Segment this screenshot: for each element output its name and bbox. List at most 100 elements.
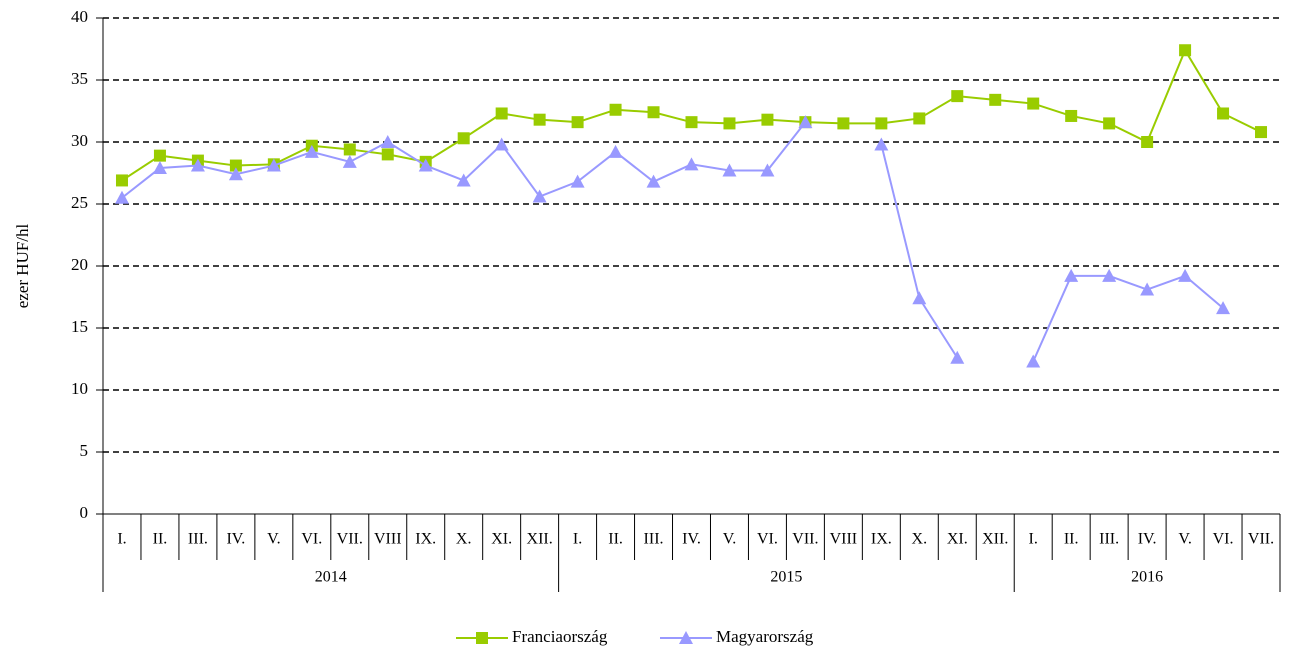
marker (875, 117, 888, 130)
x-tick-label: VIII (374, 531, 402, 548)
marker (190, 158, 205, 172)
marker (342, 154, 357, 168)
legend-label: Magyarország (716, 627, 814, 646)
x-tick-label: IV. (682, 531, 701, 548)
x-tick-label: X. (912, 531, 928, 548)
x-tick-label: VIII (830, 531, 858, 548)
x-tick-label: IV. (1138, 531, 1157, 548)
x-tick-label: I. (117, 531, 126, 548)
y-axis-label: ezer HUF/hl (13, 223, 32, 308)
x-tick-label: XI. (491, 531, 512, 548)
marker (115, 174, 128, 187)
marker (304, 144, 319, 158)
marker (1102, 268, 1117, 282)
marker (1026, 354, 1041, 368)
x-tick-label: IX. (871, 531, 892, 548)
x-tick-label: I. (573, 531, 582, 548)
marker (381, 148, 394, 161)
marker (494, 137, 509, 151)
y-tick-label: 30 (71, 131, 88, 150)
x-tick-label: III. (644, 531, 664, 548)
marker (608, 144, 623, 158)
marker (495, 107, 508, 120)
marker (646, 174, 661, 188)
marker (1141, 136, 1154, 148)
marker (571, 116, 584, 129)
x-tick-label: V. (267, 531, 281, 548)
x-tick-label: XI. (947, 531, 968, 548)
marker (912, 291, 927, 305)
marker (609, 103, 622, 116)
marker (760, 163, 775, 177)
x-tick-label: VI. (757, 531, 778, 548)
y-tick-label: 5 (80, 441, 89, 460)
x-tick-label: VII. (337, 531, 363, 548)
x-tick-label: XII. (527, 531, 553, 548)
marker (1140, 282, 1155, 296)
x-tick-label: III. (188, 531, 208, 548)
marker (1178, 268, 1193, 282)
x-tick-label: X. (456, 531, 472, 548)
marker (1065, 109, 1078, 122)
marker (153, 149, 166, 162)
y-tick-label: 35 (71, 69, 88, 88)
marker (533, 113, 546, 126)
marker (1064, 268, 1079, 282)
marker (418, 158, 433, 172)
marker (950, 350, 965, 364)
marker (1217, 107, 1230, 120)
marker (684, 157, 699, 171)
marker (722, 163, 737, 177)
marker (913, 112, 926, 125)
group-label: 2015 (770, 569, 802, 586)
x-tick-label: IV. (226, 531, 245, 548)
marker (685, 116, 698, 129)
marker (837, 117, 850, 130)
x-tick-label: VI. (301, 531, 322, 548)
x-tick-label: VII. (792, 531, 818, 548)
marker (457, 132, 470, 145)
y-tick-label: 25 (71, 193, 88, 212)
marker (723, 117, 736, 130)
y-tick-label: 15 (71, 317, 88, 336)
marker (1216, 301, 1231, 315)
marker (476, 632, 488, 644)
x-tick-label: V. (1178, 531, 1192, 548)
marker (456, 173, 471, 187)
marker (679, 631, 693, 644)
y-tick-label: 20 (71, 255, 88, 274)
marker (874, 137, 889, 151)
x-tick-label: VII. (1248, 531, 1274, 548)
marker (266, 158, 281, 172)
marker (532, 189, 547, 203)
x-tick-label: VI. (1213, 531, 1234, 548)
marker (761, 113, 774, 126)
y-tick-label: 10 (71, 379, 88, 398)
group-label: 2014 (315, 569, 347, 586)
marker (1027, 97, 1040, 110)
x-tick-label: II. (608, 531, 623, 548)
marker (343, 143, 356, 156)
marker (989, 93, 1002, 106)
x-tick-label: I. (1029, 531, 1038, 548)
marker (951, 90, 964, 103)
x-tick-label: II. (1064, 531, 1079, 548)
marker (1179, 44, 1192, 57)
marker (114, 190, 129, 204)
x-tick-label: IX. (415, 531, 436, 548)
x-tick-label: V. (723, 531, 737, 548)
marker (798, 115, 813, 129)
y-tick-label: 40 (71, 7, 88, 26)
marker (1103, 117, 1116, 130)
group-label: 2016 (1131, 569, 1163, 586)
marker (570, 174, 585, 188)
legend-label: Franciaország (512, 627, 608, 646)
x-tick-label: III. (1099, 531, 1119, 548)
x-tick-label: II. (153, 531, 168, 548)
marker (647, 106, 660, 119)
marker (380, 135, 395, 148)
marker (152, 161, 167, 175)
x-tick-label: XII. (982, 531, 1008, 548)
marker (1255, 126, 1268, 139)
